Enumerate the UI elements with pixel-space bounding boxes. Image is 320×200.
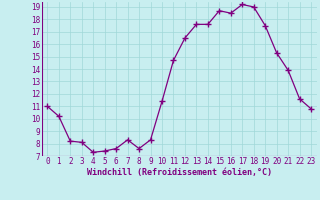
X-axis label: Windchill (Refroidissement éolien,°C): Windchill (Refroidissement éolien,°C) <box>87 168 272 177</box>
